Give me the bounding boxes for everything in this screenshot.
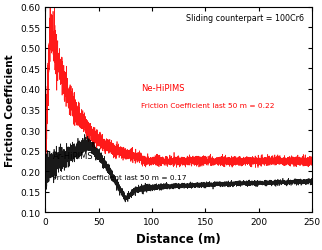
Text: Ne-HiPIMS: Ne-HiPIMS <box>141 84 185 92</box>
Text: Ar-HiPIMS: Ar-HiPIMS <box>53 151 94 160</box>
Text: Sliding counterpart = 100Cr6: Sliding counterpart = 100Cr6 <box>186 14 304 22</box>
Y-axis label: Friction Coefficient: Friction Coefficient <box>5 54 14 166</box>
Text: Friction Coefficient last 50 m = 0.17: Friction Coefficient last 50 m = 0.17 <box>53 175 186 181</box>
X-axis label: Distance (m): Distance (m) <box>136 232 221 245</box>
Text: Friction Coefficient last 50 m = 0.22: Friction Coefficient last 50 m = 0.22 <box>141 103 275 109</box>
